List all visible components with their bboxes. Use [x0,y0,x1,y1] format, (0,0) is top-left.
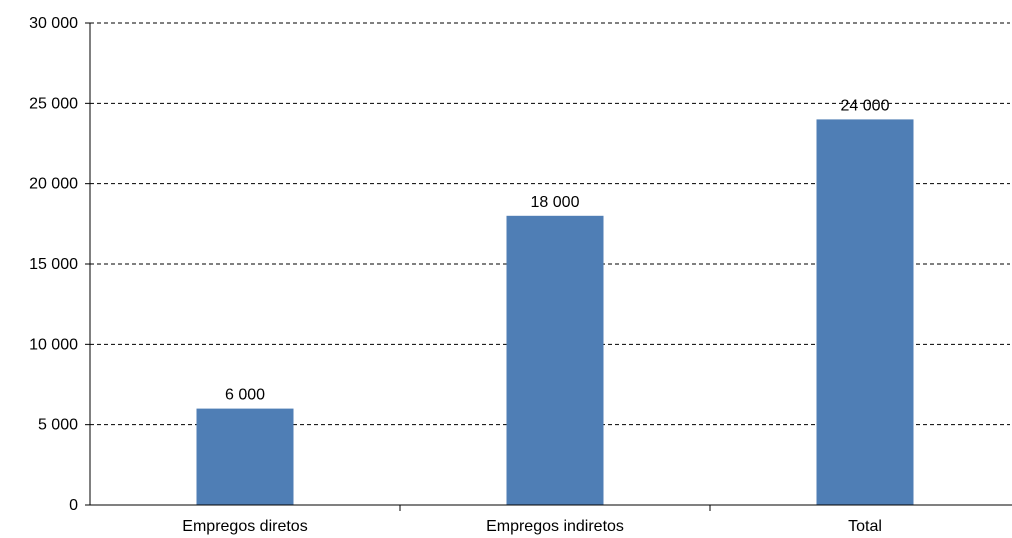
y-tick-label-6: 30 000 [29,15,78,32]
bars [196,119,914,506]
bar-0 [196,408,294,505]
y-tick-label-5: 25 000 [29,95,78,112]
y-tick-label-4: 20 000 [29,176,78,193]
data-label-0: 6 000 [225,387,265,404]
x-tick-label-2: Total [848,518,882,535]
y-tick-label-3: 15 000 [29,256,78,273]
bar-2 [816,119,914,506]
data-label-1: 18 000 [531,194,580,211]
y-tick-label-0: 0 [69,497,78,514]
x-tick-label-1: Empregos indiretos [486,518,624,535]
y-tick-label-2: 10 000 [29,336,78,353]
bar-1 [506,215,604,506]
labels: 0 5 000 10 000 15 000 20 000 25 000 30 000 6 00… [29,15,890,535]
y-tick-label-1: 5 000 [38,417,78,434]
axes [85,22,1012,511]
data-label-2: 24 000 [841,97,890,114]
x-tick-label-0: Empregos diretos [182,518,307,535]
